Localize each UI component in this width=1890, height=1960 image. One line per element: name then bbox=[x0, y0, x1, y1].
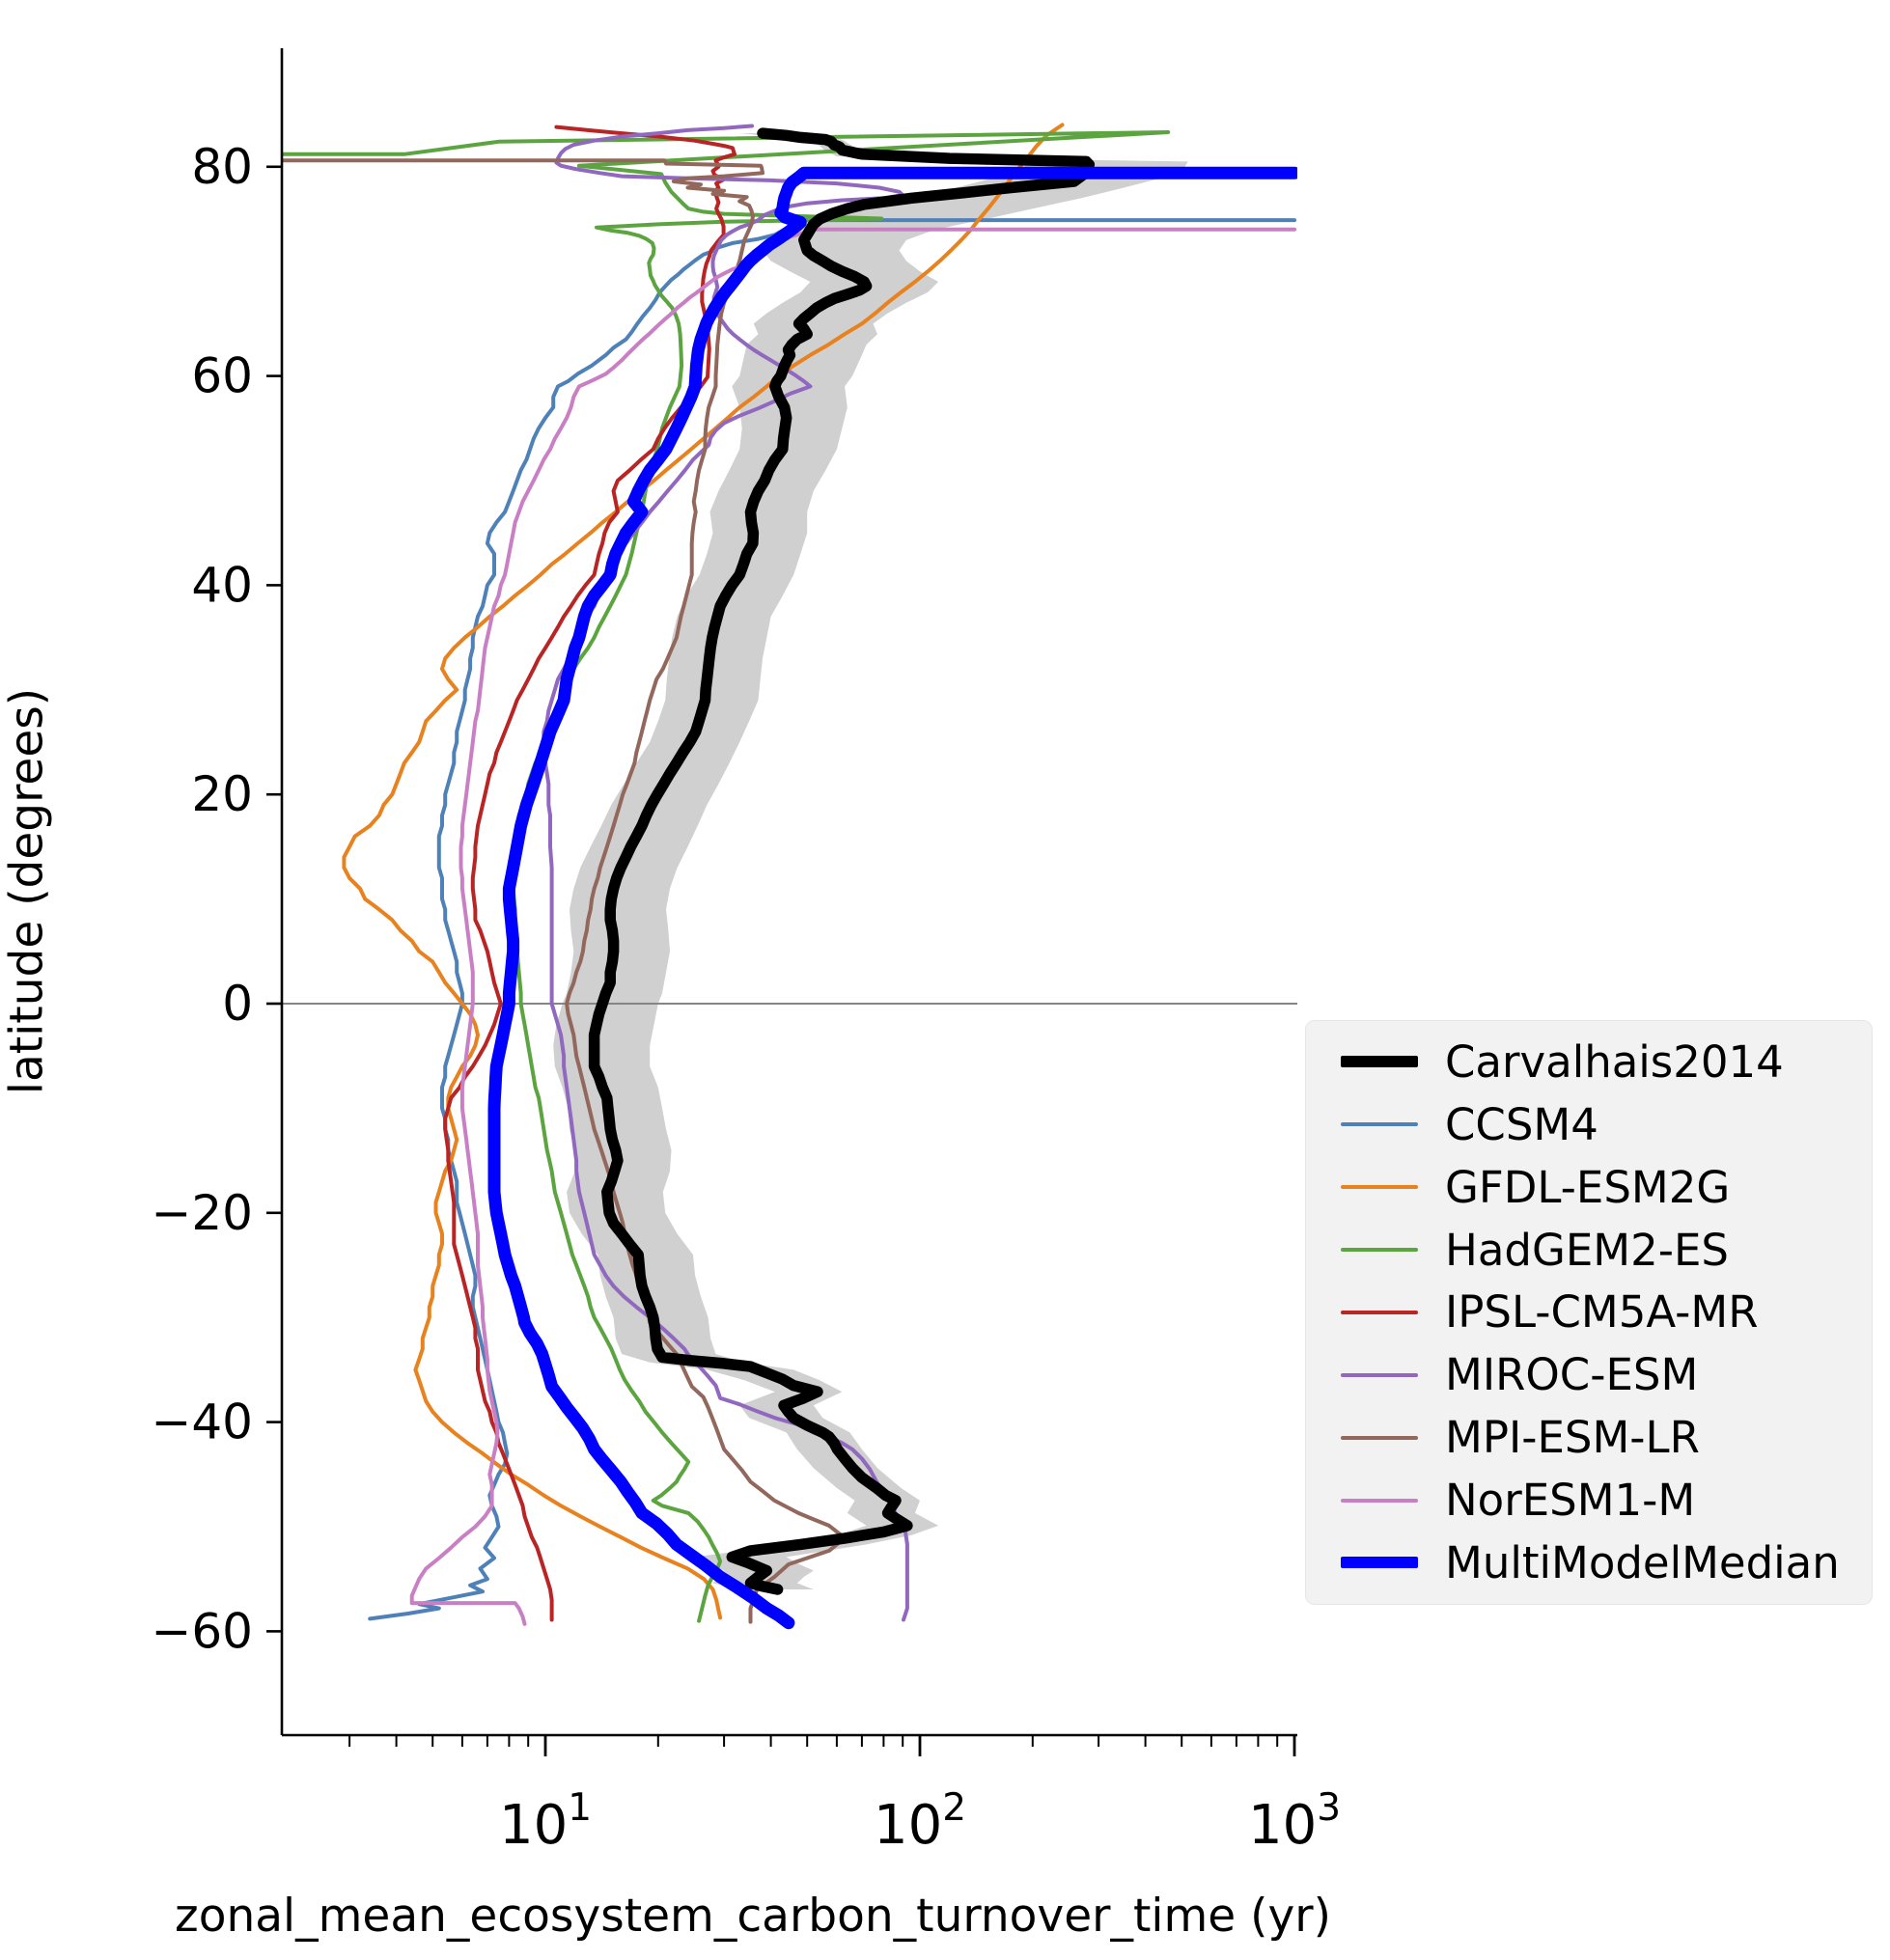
legend-item-HadGEM2-ES: HadGEM2-ES bbox=[1306, 1225, 1872, 1276]
y-tick-label: −40 bbox=[151, 1394, 253, 1450]
series-CCSM4 bbox=[368, 218, 1296, 1621]
legend: Carvalhais2014 CCSM4 GFDL-ESM2G HadGEM2-ES I… bbox=[1305, 1020, 1873, 1605]
legend-item-MIROC-ESM: MIROC-ESM bbox=[1306, 1349, 1872, 1400]
legend-label: MIROC-ESM bbox=[1445, 1349, 1699, 1401]
legend-label: NorESM1-M bbox=[1445, 1475, 1696, 1527]
legend-item-Carvalhais2014: Carvalhais2014 bbox=[1306, 1036, 1872, 1088]
legend-line-swatch bbox=[1341, 1056, 1418, 1068]
y-tick-label: 60 bbox=[191, 348, 253, 404]
x-axis-major-ticks: 101 102 103 bbox=[499, 1735, 1341, 1857]
legend-line-swatch bbox=[1341, 1185, 1418, 1190]
y-axis-ticks: 80 60 40 20 0 −20 −40 −60 bbox=[151, 139, 282, 1659]
legend-label: Carvalhais2014 bbox=[1445, 1035, 1784, 1088]
series-NorESM1-M bbox=[409, 227, 1296, 1626]
x-tick-label: 102 bbox=[874, 1786, 966, 1857]
legend-line-swatch bbox=[1341, 1248, 1418, 1253]
legend-label: CCSM4 bbox=[1445, 1098, 1598, 1150]
legend-item-MultiModelMedian: MultiModelMedian bbox=[1306, 1537, 1872, 1588]
y-tick-label: −60 bbox=[151, 1603, 253, 1659]
x-tick-label: 101 bbox=[499, 1786, 592, 1857]
legend-label: HadGEM2-ES bbox=[1445, 1224, 1729, 1276]
legend-line-swatch bbox=[1341, 1557, 1418, 1569]
legend-item-CCSM4: CCSM4 bbox=[1306, 1099, 1872, 1150]
series-Carvalhais2014 bbox=[588, 127, 1096, 1595]
series-lines bbox=[282, 123, 1297, 1630]
legend-line-swatch bbox=[1341, 1372, 1418, 1377]
legend-line-swatch bbox=[1341, 1310, 1418, 1314]
legend-line-swatch bbox=[1341, 1498, 1418, 1503]
series-HadGEM2-ES bbox=[282, 130, 1171, 1623]
axes-spines bbox=[280, 48, 1297, 1737]
y-tick-label: 40 bbox=[191, 557, 253, 613]
y-tick-label: 20 bbox=[191, 766, 253, 822]
y-tick-label: 0 bbox=[222, 976, 253, 1032]
legend-item-NorESM1-M: NorESM1-M bbox=[1306, 1475, 1872, 1526]
legend-line-swatch bbox=[1341, 1122, 1418, 1127]
x-tick-label: 103 bbox=[1248, 1786, 1341, 1857]
y-tick-label: 80 bbox=[191, 139, 253, 195]
legend-item-IPSL-CM5A-MR: IPSL-CM5A-MR bbox=[1306, 1286, 1872, 1338]
y-tick-label: −20 bbox=[151, 1185, 253, 1241]
legend-item-MPI-ESM-LR: MPI-ESM-LR bbox=[1306, 1412, 1872, 1463]
legend-label: MultiModelMedian bbox=[1445, 1536, 1840, 1588]
legend-label: GFDL-ESM2G bbox=[1445, 1161, 1731, 1213]
legend-label: IPSL-CM5A-MR bbox=[1445, 1286, 1759, 1339]
legend-line-swatch bbox=[1341, 1435, 1418, 1440]
series-MIROC-ESM bbox=[542, 124, 909, 1622]
legend-item-GFDL-ESM2G: GFDL-ESM2G bbox=[1306, 1162, 1872, 1213]
x-axis-minor-ticks bbox=[348, 1735, 1279, 1747]
series-MultiModelMedian bbox=[487, 166, 1297, 1630]
series-IPSL-CM5A-MR bbox=[443, 124, 737, 1622]
x-axis-label: zonal_mean_ecosystem_carbon_turnover_tim… bbox=[175, 1890, 1331, 1943]
uncertainty-band bbox=[553, 133, 1188, 1590]
y-axis-label: latitude (degrees) bbox=[0, 687, 54, 1095]
legend-label: MPI-ESM-LR bbox=[1445, 1412, 1700, 1464]
